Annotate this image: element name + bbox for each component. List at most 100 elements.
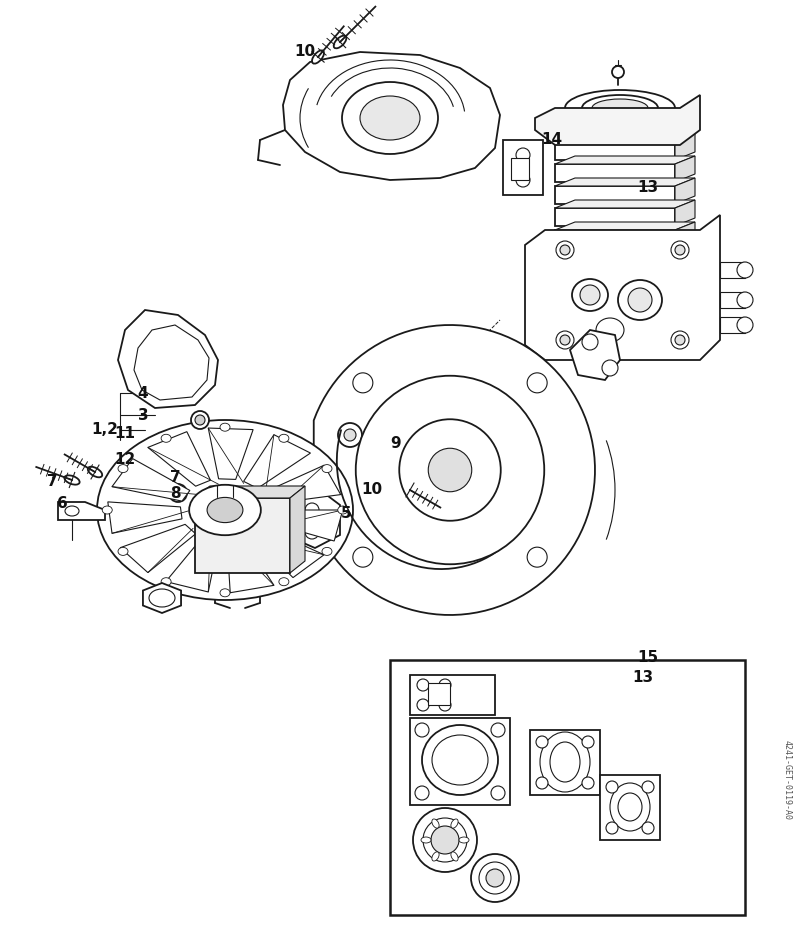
Ellipse shape <box>527 373 547 393</box>
Ellipse shape <box>353 373 373 393</box>
Ellipse shape <box>189 485 261 535</box>
Polygon shape <box>118 310 218 408</box>
Ellipse shape <box>149 589 175 607</box>
Ellipse shape <box>560 245 570 255</box>
Text: 4241-GET-0119-A0: 4241-GET-0119-A0 <box>782 740 791 820</box>
Polygon shape <box>570 330 620 380</box>
Ellipse shape <box>471 854 519 902</box>
Ellipse shape <box>572 279 608 311</box>
Polygon shape <box>314 325 595 615</box>
Ellipse shape <box>421 837 431 843</box>
Ellipse shape <box>191 411 209 429</box>
Ellipse shape <box>344 429 356 441</box>
Polygon shape <box>290 486 305 573</box>
Ellipse shape <box>618 280 662 320</box>
Text: 11: 11 <box>114 426 135 441</box>
Bar <box>390 660 745 915</box>
Polygon shape <box>251 527 324 578</box>
Ellipse shape <box>540 732 590 792</box>
Ellipse shape <box>432 852 439 861</box>
Polygon shape <box>112 459 190 501</box>
Ellipse shape <box>486 869 504 887</box>
Ellipse shape <box>610 783 650 831</box>
Ellipse shape <box>642 822 654 834</box>
Ellipse shape <box>356 375 544 564</box>
Polygon shape <box>555 208 675 226</box>
Ellipse shape <box>415 786 429 800</box>
Text: 10: 10 <box>294 45 315 60</box>
Text: 13: 13 <box>638 181 658 196</box>
Ellipse shape <box>592 99 648 117</box>
Text: 10: 10 <box>362 482 382 498</box>
Ellipse shape <box>417 679 429 691</box>
Ellipse shape <box>432 819 439 828</box>
Ellipse shape <box>195 415 205 425</box>
Ellipse shape <box>642 781 654 793</box>
Ellipse shape <box>417 699 429 711</box>
Text: 1,2: 1,2 <box>91 422 118 437</box>
Polygon shape <box>555 222 695 230</box>
Ellipse shape <box>88 467 102 477</box>
Ellipse shape <box>675 335 685 345</box>
Ellipse shape <box>312 51 324 64</box>
Polygon shape <box>720 292 745 308</box>
Ellipse shape <box>675 245 685 255</box>
Ellipse shape <box>200 493 210 503</box>
Ellipse shape <box>399 419 501 520</box>
Ellipse shape <box>479 862 511 894</box>
Ellipse shape <box>737 262 753 278</box>
Polygon shape <box>555 112 695 120</box>
Ellipse shape <box>305 503 319 517</box>
Text: 8: 8 <box>170 487 180 502</box>
Polygon shape <box>555 156 695 164</box>
Polygon shape <box>262 465 341 505</box>
Ellipse shape <box>737 317 753 333</box>
Polygon shape <box>555 200 695 208</box>
Ellipse shape <box>582 334 598 350</box>
Text: 5: 5 <box>341 505 351 520</box>
Polygon shape <box>227 538 274 592</box>
Polygon shape <box>555 142 675 160</box>
Ellipse shape <box>220 423 230 431</box>
Text: 6: 6 <box>57 495 67 510</box>
Ellipse shape <box>550 742 580 782</box>
Ellipse shape <box>338 423 362 447</box>
Ellipse shape <box>602 360 618 376</box>
Ellipse shape <box>173 488 183 498</box>
Ellipse shape <box>628 288 652 312</box>
Ellipse shape <box>565 90 675 126</box>
Polygon shape <box>244 434 310 489</box>
Ellipse shape <box>342 82 438 154</box>
Polygon shape <box>266 510 342 541</box>
Ellipse shape <box>279 434 289 443</box>
Polygon shape <box>530 730 600 795</box>
Polygon shape <box>720 262 745 278</box>
Ellipse shape <box>338 506 348 514</box>
Ellipse shape <box>65 506 79 516</box>
Ellipse shape <box>334 36 346 49</box>
Ellipse shape <box>169 484 187 502</box>
Polygon shape <box>503 140 543 195</box>
Ellipse shape <box>737 292 753 308</box>
Ellipse shape <box>428 448 472 491</box>
Ellipse shape <box>612 66 624 78</box>
Ellipse shape <box>516 148 530 162</box>
Ellipse shape <box>451 852 458 861</box>
Ellipse shape <box>439 699 451 711</box>
Bar <box>428 683 450 705</box>
Ellipse shape <box>413 808 477 872</box>
Ellipse shape <box>207 497 243 522</box>
Text: 12: 12 <box>114 452 136 467</box>
Polygon shape <box>108 502 182 534</box>
Polygon shape <box>555 120 675 138</box>
Bar <box>511 158 529 180</box>
Polygon shape <box>555 134 695 142</box>
Polygon shape <box>166 537 218 592</box>
Text: 3: 3 <box>138 407 148 422</box>
Ellipse shape <box>439 679 451 691</box>
Ellipse shape <box>582 777 594 789</box>
Ellipse shape <box>451 819 458 828</box>
Text: 13: 13 <box>633 669 654 684</box>
Ellipse shape <box>527 548 547 567</box>
Ellipse shape <box>431 826 459 854</box>
